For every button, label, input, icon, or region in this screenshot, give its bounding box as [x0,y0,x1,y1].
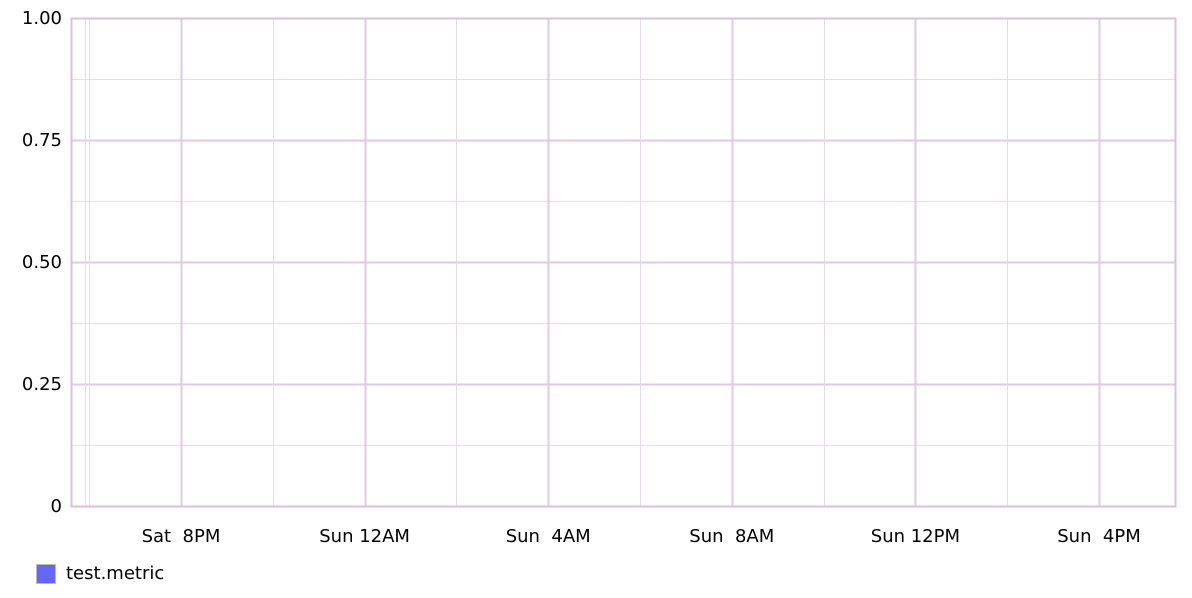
y-tick-label: 0.75 [22,130,62,151]
legend-label: test.metric [66,563,165,584]
y-tick-label: 1.00 [22,8,62,29]
x-tick-label: Sun 8AM [689,526,774,547]
x-tick-label: Sun 12PM [871,526,960,547]
legend-swatch [36,564,56,584]
x-tick-label: Sat 8PM [142,526,221,547]
legend: test.metric [36,562,164,586]
x-tick-label: Sun 4AM [506,526,591,547]
y-tick-label: 0 [51,496,62,517]
y-tick-label: 0.25 [22,374,62,395]
y-tick-label: 0.50 [22,252,62,273]
plot-frame [70,17,1177,508]
x-tick-label: Sun 4PM [1057,526,1141,547]
x-tick-label: Sun 12AM [319,526,410,547]
